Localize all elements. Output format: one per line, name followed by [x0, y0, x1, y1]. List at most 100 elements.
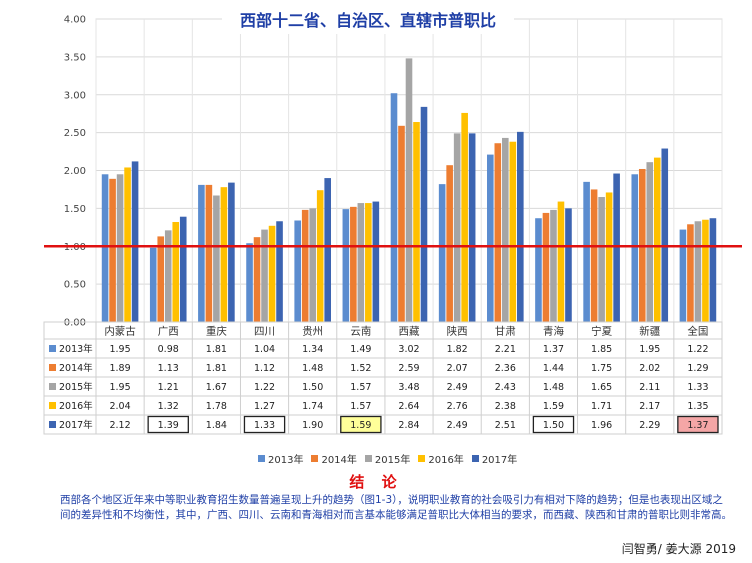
chart-title: 西部十二省、自治区、直辖市普职比: [222, 8, 514, 34]
table-cell: 1.44: [543, 363, 564, 374]
bar: [276, 221, 283, 322]
table-cell: 2.43: [495, 382, 516, 393]
bar: [687, 224, 694, 322]
bar: [220, 187, 228, 322]
bar: [357, 203, 365, 322]
bar: [405, 58, 413, 322]
bar: [101, 174, 109, 322]
bar: [502, 137, 509, 322]
bar: [598, 197, 605, 322]
table-cell: 1.33: [687, 382, 708, 393]
table-cell: 1.57: [350, 401, 371, 412]
table-cell: 1.22: [254, 382, 275, 393]
table-legend-swatch: [49, 345, 56, 352]
table-cell: 1.82: [447, 344, 468, 355]
bar: [213, 195, 220, 322]
highlight-box: [147, 415, 189, 434]
category-label: 云南: [350, 325, 371, 338]
category-label: 陕西: [447, 325, 468, 338]
table-series-label: 2013年: [59, 343, 93, 355]
bar: [557, 201, 565, 322]
conclusion-title: 结 论: [349, 473, 403, 491]
table-cell: 3.48: [398, 382, 419, 393]
table-cell: 2.02: [639, 363, 660, 374]
table-cell: 2.84: [398, 420, 419, 431]
bar: [565, 208, 572, 322]
bar: [157, 236, 165, 322]
y-tick-label: 3.00: [64, 90, 86, 101]
table-cell: 0.98: [158, 344, 179, 355]
bar: [372, 201, 380, 322]
table-cell: 1.90: [302, 420, 323, 431]
bar: [509, 141, 517, 322]
bar: [631, 174, 639, 322]
y-tick-label: 0.50: [64, 280, 86, 291]
table-cell: 1.95: [639, 344, 660, 355]
table-cell: 2.49: [447, 382, 468, 393]
table-cell: 2.64: [398, 401, 419, 412]
category-label: 宁夏: [591, 325, 612, 338]
table-legend-swatch: [49, 364, 56, 371]
table-cell: 2.21: [495, 344, 516, 355]
bar: [316, 190, 324, 322]
y-tick-label: 3.50: [64, 52, 86, 63]
category-label: 广西: [158, 326, 179, 338]
bar: [124, 167, 131, 322]
bar: [446, 165, 453, 322]
table-cell: 1.57: [350, 382, 371, 393]
table-cell: 2.04: [109, 401, 130, 412]
y-tick-label: 1.50: [64, 204, 86, 215]
bar: [228, 182, 235, 322]
bar: [468, 133, 476, 322]
bar: [205, 184, 213, 322]
legend-item: 2017年: [471, 451, 517, 466]
bar: [517, 131, 524, 322]
conclusion-text: 西部各个地区近年来中等职业教育招生数量普遍呈现上升的趋势（图1-3），说明职业教…: [60, 494, 732, 521]
y-tick-label: 2.00: [64, 166, 86, 177]
table-cell: 2.17: [639, 401, 660, 412]
legend-label: 2016年: [428, 455, 464, 466]
legend-item: 2016年: [418, 451, 464, 466]
bar: [390, 93, 398, 322]
table-cell: 2.59: [398, 363, 419, 374]
table-cell: 1.78: [206, 401, 227, 412]
author-credit: 闫智勇/ 姜大源 2019: [621, 542, 736, 556]
table-cell: 1.75: [591, 363, 612, 374]
table-cell: 2.07: [447, 363, 468, 374]
legend-swatch: [364, 455, 372, 462]
table-cell: 1.71: [591, 401, 612, 412]
table-cell: 1.52: [350, 363, 371, 374]
bar: [301, 209, 309, 322]
highlight-box: [677, 415, 719, 434]
bar: [646, 162, 654, 322]
table-series-label: 2017年: [59, 419, 93, 431]
table-cell: 2.49: [447, 420, 468, 431]
table-series-label: 2014年: [59, 362, 93, 374]
table-cell: 3.02: [398, 344, 419, 355]
bar: [309, 208, 316, 322]
y-tick-label: 4.00: [64, 15, 86, 26]
highlight-box: [340, 415, 382, 434]
table-cell: 1.48: [543, 382, 564, 393]
bar: [653, 157, 661, 322]
table-cell: 1.95: [109, 344, 130, 355]
legend-item: 2014年: [311, 451, 357, 466]
legend-item: 2015年: [364, 451, 410, 466]
table-cell: 1.95: [109, 382, 130, 393]
legend-swatch: [471, 455, 479, 462]
table-cell: 1.59: [350, 420, 371, 431]
y-tick-label: 0.00: [64, 318, 86, 329]
table-cell: 2.11: [639, 382, 660, 393]
bar: [294, 220, 301, 322]
bar: [494, 143, 502, 322]
bar: [694, 221, 702, 322]
table-cell: 2.29: [639, 420, 660, 431]
bar: [679, 229, 687, 322]
bar: [542, 212, 550, 322]
bar: [172, 222, 180, 322]
bar: [420, 106, 428, 323]
table-cell: 1.22: [687, 344, 708, 355]
bar: [149, 247, 157, 322]
table-cell: 2.76: [447, 401, 468, 412]
table-cell: 1.27: [254, 401, 275, 412]
